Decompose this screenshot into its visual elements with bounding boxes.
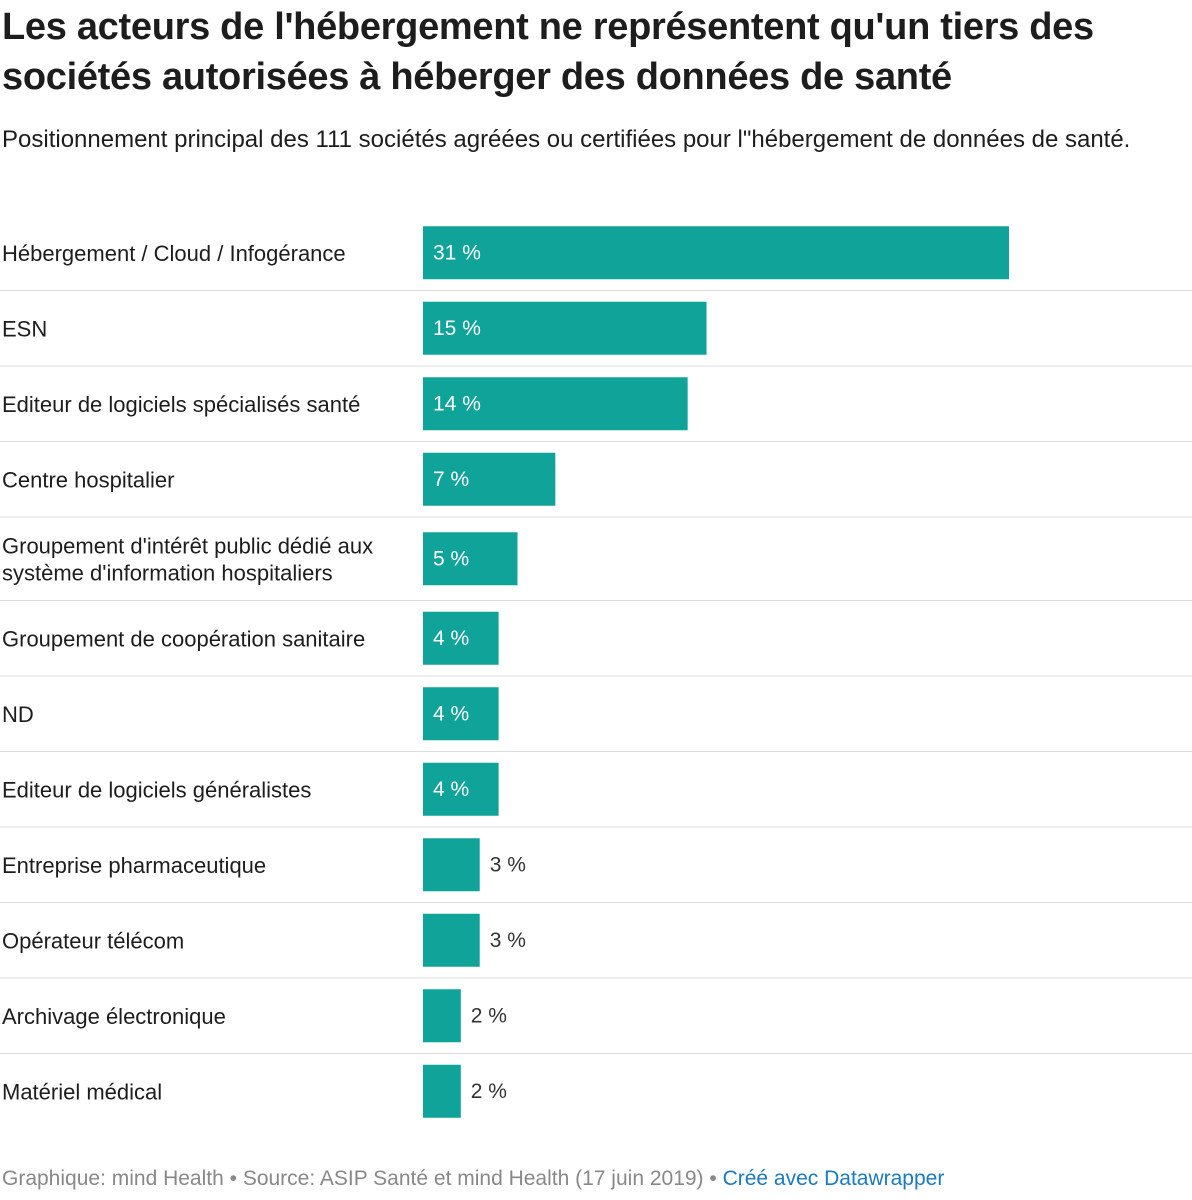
bar — [423, 687, 499, 741]
category-label: Archivage électronique — [2, 1003, 226, 1028]
bar — [423, 611, 499, 665]
bar-value-label: 2 % — [471, 1080, 507, 1103]
bar — [423, 762, 499, 816]
category-label: Opérateur télécom — [2, 928, 184, 953]
bar — [423, 452, 556, 506]
bar-value-label: 4 % — [433, 627, 469, 650]
bar-value-label: 15 % — [433, 317, 481, 340]
category-label: Entreprise pharmaceutique — [2, 852, 266, 877]
category-label: Groupement d'intérêt public dédié aux sys… — [2, 533, 373, 585]
category-label: ESN — [2, 316, 47, 341]
bar-value-label: 5 % — [433, 547, 469, 570]
category-label: Centre hospitalier — [2, 467, 174, 492]
bar — [423, 301, 707, 355]
bar-value-label: 4 % — [433, 702, 469, 725]
bar-chart: Hébergement / Cloud / Infogérance 31 % ESN… — [0, 226, 1192, 1118]
bar-value-label: 4 % — [433, 778, 469, 801]
category-label: Hébergement / Cloud / Infogérance — [2, 240, 346, 265]
bar-value-label: 3 % — [490, 929, 526, 952]
bar-value-label: 7 % — [433, 468, 469, 491]
bar-value-label: 31 % — [433, 241, 481, 264]
category-label: Editeur de logiciels généralistes — [2, 777, 311, 802]
bar — [423, 226, 1009, 280]
datawrapper-link[interactable]: Créé avec Datawrapper — [722, 1167, 945, 1190]
bar — [423, 532, 518, 586]
chart-subtitle: Positionnement principal des 111 société… — [2, 126, 1131, 153]
bar — [423, 913, 480, 967]
category-label: Editeur de logiciels spécialisés santé — [2, 391, 360, 416]
bar-value-label: 3 % — [490, 853, 526, 876]
bar — [423, 838, 480, 892]
category-label: Matériel médical — [2, 1079, 162, 1104]
bar-value-label: 14 % — [433, 392, 481, 415]
category-label: ND — [2, 701, 34, 726]
bar — [423, 989, 461, 1043]
bar-value-label: 2 % — [471, 1004, 507, 1027]
bar — [423, 1064, 461, 1118]
source-credit: Graphique: mind Health • Source: ASIP Sa… — [2, 1167, 723, 1190]
chart-title: Les acteurs de l'hébergement ne représen… — [2, 6, 1094, 98]
category-label: Groupement de coopération sanitaire — [2, 626, 365, 651]
footer: Graphique: mind Health • Source: ASIP Sa… — [2, 1167, 944, 1191]
bar — [423, 377, 688, 431]
